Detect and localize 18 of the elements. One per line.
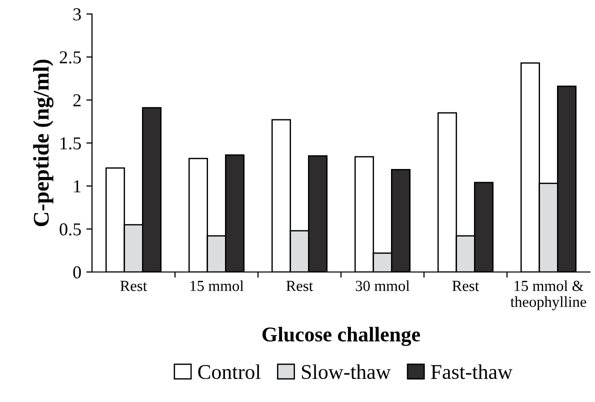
x-tick-label: Rest xyxy=(452,280,479,292)
legend-label: Control xyxy=(198,364,261,380)
y-tick-label: 0.5 xyxy=(60,223,81,236)
x-axis-title: Glucose challenge xyxy=(262,326,420,346)
y-tick-label: 2 xyxy=(73,94,81,106)
x-tick-label: Rest xyxy=(286,280,313,292)
y-tick-label: 1 xyxy=(74,180,80,192)
x-tick-label: 30 mmol xyxy=(356,280,410,292)
x-tick-label: Rest xyxy=(120,280,147,292)
y-tick-label: 2.5 xyxy=(60,51,81,64)
y-tick-label: 3 xyxy=(73,8,81,20)
x-tick-label: 15 mmol xyxy=(190,280,244,292)
y-tick-label: 0 xyxy=(73,266,81,278)
legend-label: Fast-thaw xyxy=(431,364,512,380)
x-tick-label: 15 mmol & theophylline xyxy=(510,280,586,310)
y-tick-label: 1.5 xyxy=(60,137,81,150)
legend-label: Slow-thaw xyxy=(302,364,391,380)
y-axis-title: C-peptide (ng/ml) xyxy=(33,60,54,226)
